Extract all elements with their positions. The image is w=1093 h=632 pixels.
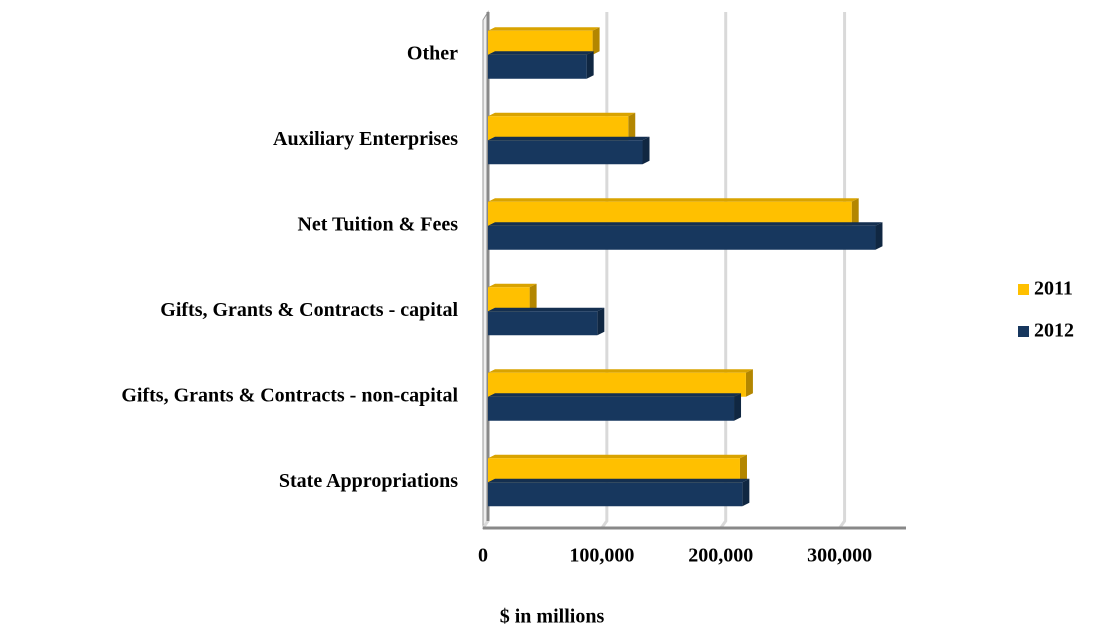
bar-face <box>592 27 600 55</box>
y-tick-label: Net Tuition & Fees <box>297 213 458 235</box>
bar-face <box>628 112 636 141</box>
bar-face <box>488 222 883 226</box>
bar <box>488 51 594 79</box>
legend-swatch <box>1018 326 1029 337</box>
bar <box>488 136 650 165</box>
bar <box>488 307 605 336</box>
bar-face <box>745 369 753 397</box>
bar <box>488 27 600 55</box>
bar-face <box>488 116 629 141</box>
x-tick-label: 300,000 <box>807 545 872 567</box>
bar-face <box>488 136 650 141</box>
bar-face <box>875 222 883 250</box>
bar-face <box>642 136 650 165</box>
bar-face <box>488 140 643 165</box>
y-tick-label: Gifts, Grants & Contracts - non-capital <box>121 384 458 406</box>
bar <box>488 454 747 483</box>
bar-face <box>488 51 594 55</box>
bar-face <box>488 478 750 483</box>
bar-face <box>488 372 746 397</box>
bar-face <box>742 478 750 507</box>
bar-face <box>488 27 600 31</box>
bar <box>488 112 636 141</box>
grid-line <box>719 12 728 529</box>
bar <box>488 283 537 312</box>
bar-face <box>597 307 605 336</box>
y-tick-label: Gifts, Grants & Contracts - capital <box>160 299 458 321</box>
bar-face <box>851 198 859 226</box>
bar-face <box>586 51 594 79</box>
bar-face <box>529 283 537 312</box>
bar-face <box>488 198 859 202</box>
legend-swatch <box>1018 284 1029 295</box>
x-tick-label: 0 <box>478 545 488 567</box>
bar-face <box>488 225 876 250</box>
bar <box>488 198 859 226</box>
legend-label: 2011 <box>1034 278 1073 300</box>
bar-face <box>488 393 742 397</box>
bar-face <box>739 454 747 483</box>
bar-face <box>488 454 747 459</box>
grid-line <box>600 12 609 529</box>
bar <box>488 369 753 397</box>
bar <box>488 478 750 507</box>
x-axis-label: $ in millions <box>500 606 605 628</box>
bar-face <box>488 112 636 117</box>
bar-face <box>734 393 742 421</box>
bar-face <box>488 201 852 226</box>
bar-face <box>488 311 598 336</box>
x-tick-label: 200,000 <box>688 545 753 567</box>
y-tick-label: Other <box>407 42 458 64</box>
bar-face <box>488 396 735 421</box>
x-tick-label: 100,000 <box>569 545 634 567</box>
bar-face <box>488 458 740 483</box>
bar-face <box>488 283 537 288</box>
bar-face <box>488 287 530 312</box>
grid-line <box>838 12 847 529</box>
legend-label: 2012 <box>1034 320 1074 342</box>
y-tick-label: Auxiliary Enterprises <box>273 128 458 150</box>
bar <box>488 222 883 250</box>
bar <box>488 393 742 421</box>
bar-face <box>488 307 605 312</box>
bar-face <box>488 54 587 79</box>
bar-face <box>488 482 743 507</box>
bar-face <box>488 369 753 373</box>
y-tick-label: State Appropriations <box>279 470 458 492</box>
bar-face <box>488 30 593 55</box>
